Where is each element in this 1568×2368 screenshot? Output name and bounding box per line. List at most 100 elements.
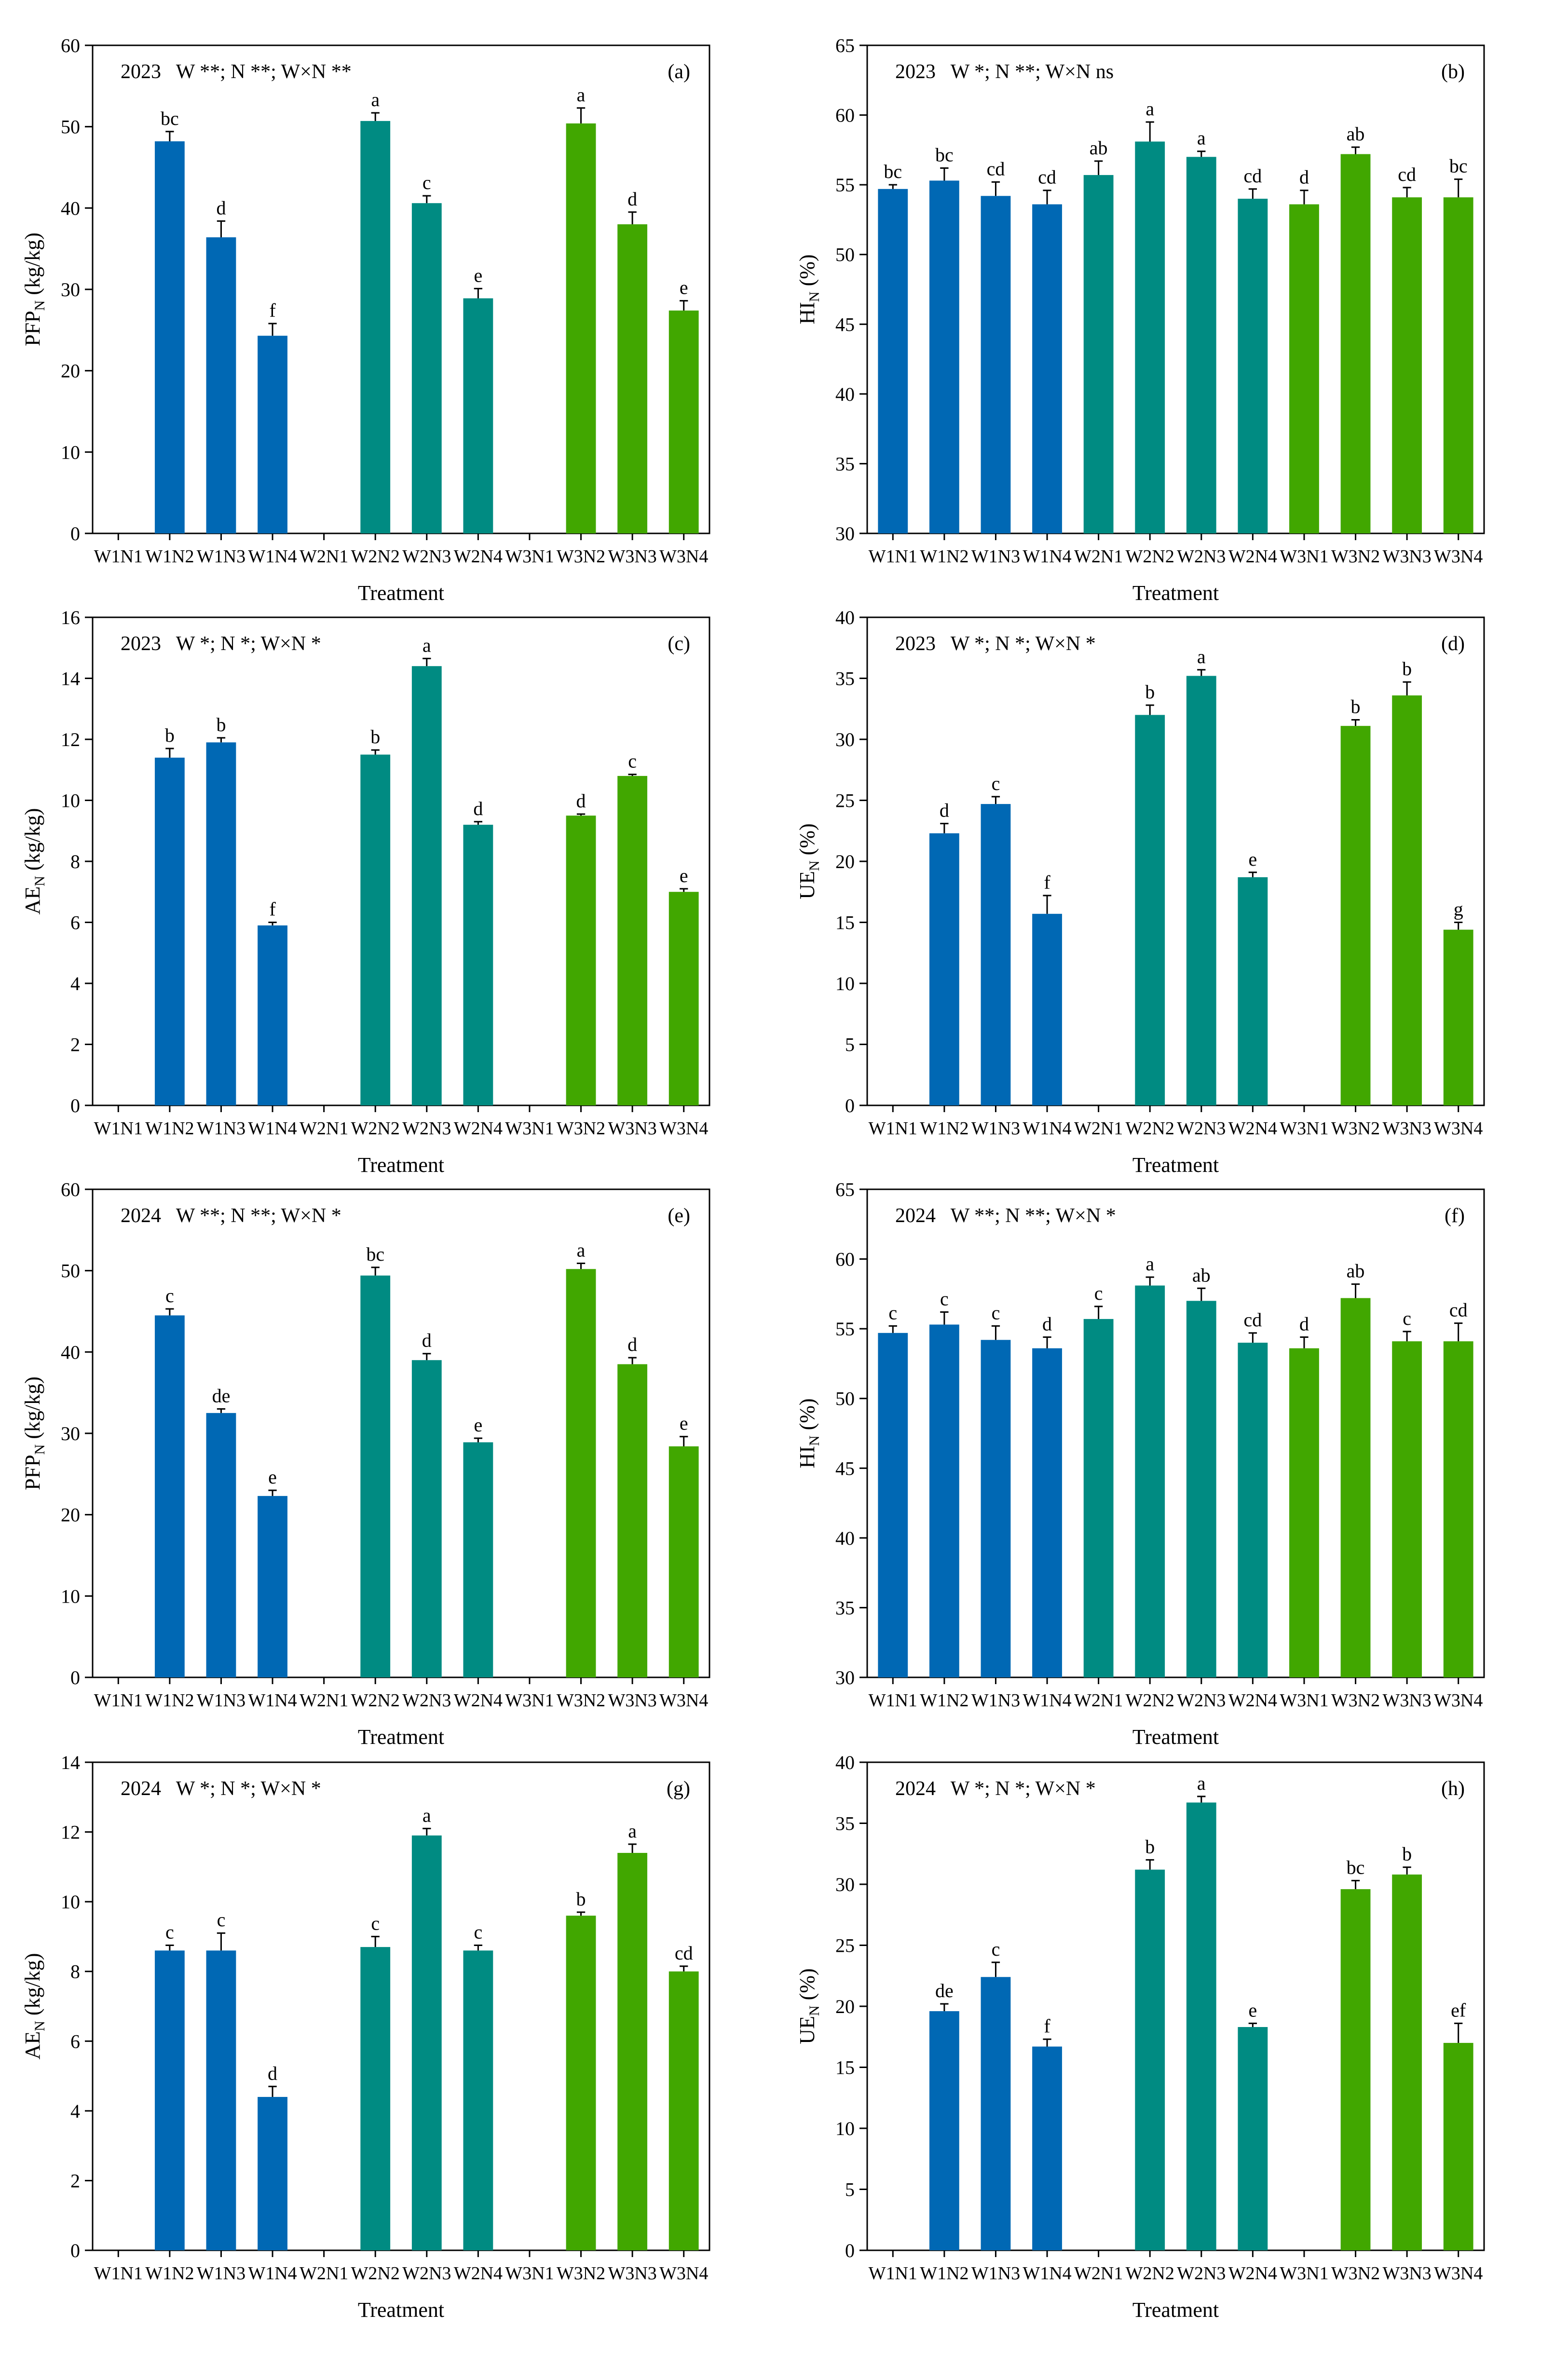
panel-f-bar-W1N4 xyxy=(1032,1348,1062,1677)
panel-d-bar-W3N2 xyxy=(1340,726,1371,1105)
panel-g-ytick-label: 0 xyxy=(70,2240,80,2261)
panel-h-letter-W3N3: b xyxy=(1402,1843,1412,1865)
panel-c-ytick-label: 14 xyxy=(61,668,80,690)
panel-f-letter-W1N3: c xyxy=(992,1302,1000,1323)
panel-c-ylabel-sub: N xyxy=(32,876,48,886)
panel-f-xlabel: Treatment xyxy=(1132,1725,1219,1749)
panel-f-letter-W3N4: cd xyxy=(1449,1299,1468,1321)
panel-b-ytick-label: 50 xyxy=(835,244,855,266)
panel-g-letter-W2N3: a xyxy=(423,1804,431,1826)
panel-d-ylabel-sub: N xyxy=(806,860,822,871)
panel-c-xlabel: Treatment xyxy=(358,1153,444,1177)
panel-g-ytick-label: 10 xyxy=(61,1891,80,1913)
panel-a-frame xyxy=(92,44,710,534)
panel-c-ytick-label: 8 xyxy=(70,851,80,872)
panel-a-xtick-label: W3N1 xyxy=(505,546,554,567)
panel-e-xtick-label: W2N2 xyxy=(351,1690,400,1711)
panel-f-ytick-label: 65 xyxy=(835,1179,855,1200)
panel-e-ylabel-sub: N xyxy=(32,1444,48,1455)
panel-c-letter-W2N3: a xyxy=(423,634,431,656)
panel-a: 0 10 20 30 40 50 60 PFPN (kg/kg) W1N1 W1N2 bc W1N3 d… xyxy=(21,35,710,605)
panel-h-xtick-label: W2N3 xyxy=(1177,2263,1226,2284)
panel-a-bar-W2N2 xyxy=(360,121,391,534)
panel-b-xtick-label: W1N3 xyxy=(971,546,1020,567)
panel-e-ylabel-unit: (kg/kg) xyxy=(21,1376,44,1444)
panel-f-ylabel-main: HI xyxy=(795,1446,819,1468)
panel-f-letter-W3N3: c xyxy=(1403,1307,1411,1329)
panel-f-xtick-label: W3N2 xyxy=(1331,1690,1380,1711)
panel-h-xtick-label: W2N4 xyxy=(1228,2263,1277,2284)
panel-d-xtick-label: W1N2 xyxy=(920,1118,968,1139)
panel-a-bar-W1N4 xyxy=(258,336,287,533)
panel-h-ytick-label: 30 xyxy=(835,1874,855,1895)
panel-f-xtick-label: W3N3 xyxy=(1382,1690,1431,1711)
panel-e-letter-W3N3: d xyxy=(627,1334,637,1355)
panel-d-xtick-label: W3N3 xyxy=(1382,1118,1431,1139)
panel-b-xtick-label: W2N2 xyxy=(1126,546,1174,567)
panel-a-letter-W3N2: a xyxy=(577,84,586,106)
panel-h-bar-W2N4 xyxy=(1238,2027,1268,2250)
panel-a-xlabel: Treatment xyxy=(358,581,444,605)
panel-f-ylabel-unit: (%) xyxy=(795,1398,819,1435)
panel-f-xtick-label: W2N1 xyxy=(1074,1690,1123,1711)
panel-h-bar-W1N2 xyxy=(929,2011,959,2250)
panel-f-xtick-label: W1N1 xyxy=(869,1690,917,1711)
panel-a-xtick-label: W1N1 xyxy=(94,546,143,567)
panel-b-xtick-label: W1N2 xyxy=(920,546,968,567)
panel-b-letter-W1N1: bc xyxy=(884,161,902,182)
panel-h-xtick-label: W3N1 xyxy=(1280,2263,1328,2284)
panel-e-bar-W1N4 xyxy=(258,1496,287,1677)
panel-a-bar-W2N4 xyxy=(463,298,493,533)
panel-g-bar-W1N2 xyxy=(154,1950,185,2250)
panel-e-ylabel: PFPN (kg/kg) xyxy=(21,1376,48,1490)
panel-b-bar-W1N1 xyxy=(878,189,908,533)
panel-a-ylabel: PFPN (kg/kg) xyxy=(21,232,48,346)
panel-a-bar-W3N2 xyxy=(566,123,596,534)
panel-g-xtick-label: W2N3 xyxy=(402,2263,451,2284)
panel-f-ytick-label: 45 xyxy=(835,1457,855,1479)
panel-b-ylabel-main: HI xyxy=(795,302,819,324)
panel-b-bar-W1N4 xyxy=(1032,204,1062,533)
panel-d-xtick-label: W2N1 xyxy=(1074,1118,1123,1139)
panel-d-frame xyxy=(866,616,1485,1106)
panel-e-bar-W1N2 xyxy=(154,1315,185,1677)
panel-b-frame xyxy=(866,44,1485,534)
panel-g-bar-W3N4 xyxy=(668,1971,699,2250)
panel-b-xtick-label: W3N4 xyxy=(1434,546,1483,567)
panel-e-ytick-label: 60 xyxy=(61,1179,80,1200)
panel-d-letter-W2N3: a xyxy=(1197,646,1206,667)
panel-e-letter-W3N4: e xyxy=(680,1413,688,1434)
panel-d-ytick-label: 15 xyxy=(835,912,855,934)
panel-h-letter-W3N2: bc xyxy=(1347,1856,1365,1878)
panel-c-ylabel-unit: (kg/kg) xyxy=(21,808,44,876)
panel-c-letter-W2N4: d xyxy=(473,798,483,819)
panel-g-xtick-label: W3N4 xyxy=(659,2263,708,2284)
panel-g-ytick-label: 6 xyxy=(70,2030,80,2052)
panel-c-bar-W1N2 xyxy=(154,757,185,1105)
panel-h-letter-W1N4: f xyxy=(1044,2015,1050,2037)
panel-c-bar-W2N2 xyxy=(360,754,391,1105)
panel-c-bar-W3N2 xyxy=(566,816,596,1105)
panel-b-xtick-label: W1N4 xyxy=(1023,546,1071,567)
panel-b-ytick-label: 30 xyxy=(835,523,855,544)
panel-h-ytick-label: 20 xyxy=(835,1996,855,2017)
panel-a-letter-W1N2: bc xyxy=(161,108,179,129)
panel-e-letter-W1N2: c xyxy=(165,1285,174,1306)
panel-c-xtick-label: W3N1 xyxy=(505,1118,554,1139)
panel-b-letter-W1N3: cd xyxy=(987,158,1005,179)
panel-d-xtick-label: W2N2 xyxy=(1126,1118,1174,1139)
panel-c-xtick-label: W3N4 xyxy=(659,1118,708,1139)
panel-g-xtick-label: W3N3 xyxy=(608,2263,656,2284)
panel-f-ytick-label: 60 xyxy=(835,1249,855,1270)
panel-h-xtick-label: W3N3 xyxy=(1382,2263,1431,2284)
panel-g-letter-W1N3: c xyxy=(217,1909,226,1931)
panel-e-label: (e) xyxy=(668,1205,690,1227)
panel-c-xtick-label: W2N1 xyxy=(300,1118,348,1139)
panel-a-annotation: 2023 W **; N **; W×N ** xyxy=(121,61,352,83)
panel-a-xtick-label: W2N4 xyxy=(454,546,503,567)
panel-d-letter-W3N4: g xyxy=(1454,898,1463,920)
panel-d-ytick-label: 35 xyxy=(835,668,855,690)
panel-d-letter-W3N2: b xyxy=(1351,696,1361,718)
panel-h-xtick-label: W1N3 xyxy=(971,2263,1020,2284)
